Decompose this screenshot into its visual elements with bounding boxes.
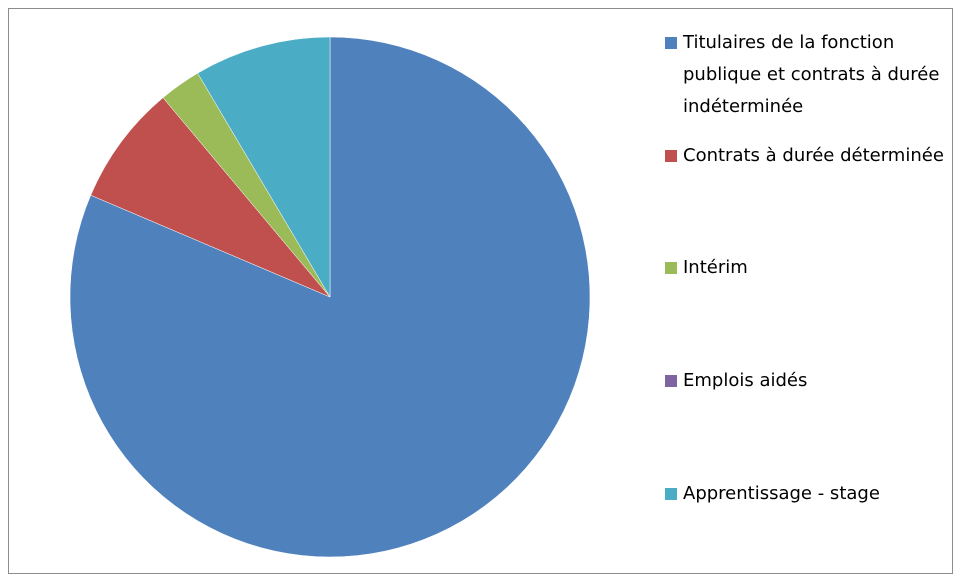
pie-slice: [90, 97, 331, 298]
legend-entry: Contrats à durée déterminée: [665, 140, 950, 172]
legend-label: Contrats à durée déterminée: [683, 145, 944, 166]
legend-swatch: [665, 37, 677, 49]
legend-entry: Titulaires de la fonction publique et co…: [665, 27, 950, 123]
legend-label: Titulaires de la fonction publique et co…: [683, 32, 940, 117]
legend-swatch: [665, 262, 677, 274]
legend-entry: Emplois aidés: [665, 365, 950, 397]
chart-frame: [8, 8, 953, 574]
legend-swatch: [665, 375, 677, 387]
legend-label: Emplois aidés: [683, 370, 808, 391]
legend-label: Apprentissage - stage: [683, 483, 880, 504]
legend-swatch: [665, 488, 677, 500]
legend-label: Intérim: [683, 257, 748, 278]
legend-entry: Intérim: [665, 252, 950, 284]
legend-swatch: [665, 150, 677, 162]
pie-slice: [197, 36, 331, 298]
legend-entry: Apprentissage - stage: [665, 478, 950, 510]
